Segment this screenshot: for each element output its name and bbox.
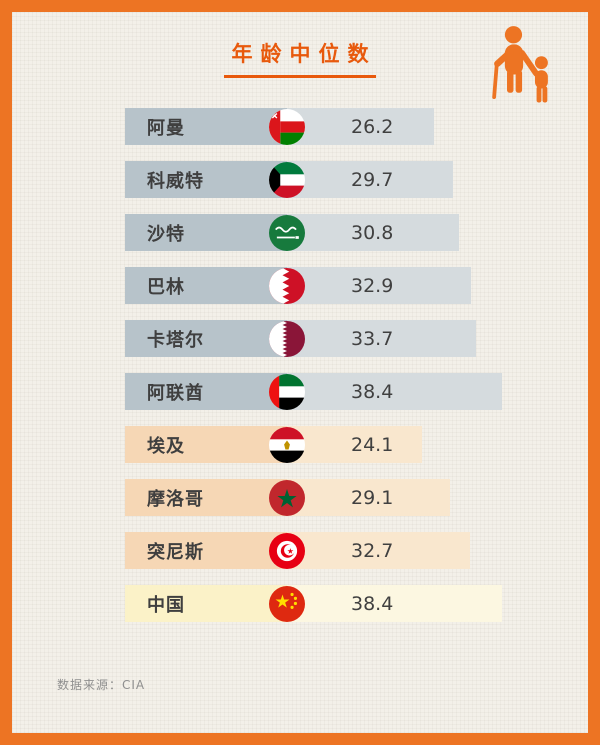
value-bar: 24.1: [287, 426, 422, 463]
value-label: 29.7: [351, 168, 394, 191]
country-name: 阿联酋: [147, 382, 204, 404]
flag-uae-icon: [269, 373, 305, 410]
value-label: 32.7: [351, 539, 394, 562]
elderly-with-child-icon: [482, 24, 560, 110]
chart-row-china: 中国 38.4: [125, 585, 588, 622]
median-age-bar-chart: 阿曼 26.2 科威特: [12, 108, 588, 622]
country-name: 埃及: [147, 435, 185, 457]
flag-china-icon: [269, 585, 305, 622]
flag-saudi-arabia-icon: [269, 214, 305, 251]
value-label: 38.4: [351, 380, 394, 403]
page-title: 年龄中位数: [231, 42, 377, 66]
chart-row-egypt: 埃及 24.1: [125, 426, 588, 463]
flag-oman-icon: [269, 108, 305, 145]
country-label-bar: 埃及: [125, 426, 287, 463]
flag-morocco-icon: [269, 479, 305, 516]
country-label-bar: 摩洛哥: [125, 479, 287, 516]
value-label: 26.2: [351, 115, 394, 138]
value-bar: 32.9: [287, 267, 471, 304]
value-bar: 38.4: [287, 585, 502, 622]
country-name: 沙特: [147, 223, 185, 245]
value-label: 29.1: [351, 486, 394, 509]
chart-row-tunisia: 突尼斯 32.7: [125, 532, 588, 569]
value-bar: 30.8: [287, 214, 459, 251]
country-label-bar: 突尼斯: [125, 532, 287, 569]
country-label-bar: 科威特: [125, 161, 287, 198]
flag-bahrain-icon: [269, 267, 305, 304]
chart-row-uae: 阿联酋 38.4: [125, 373, 588, 410]
chart-row-oman: 阿曼 26.2: [125, 108, 588, 145]
country-label-bar: 卡塔尔: [125, 320, 287, 357]
value-bar: 32.7: [287, 532, 470, 569]
chart-row-morocco: 摩洛哥 29.1: [125, 479, 588, 516]
value-label: 24.1: [351, 433, 394, 456]
country-name: 突尼斯: [147, 541, 204, 563]
value-bar: 29.1: [287, 479, 450, 516]
chart-row-kuwait: 科威特 29.7: [125, 161, 588, 198]
value-bar: 38.4: [287, 373, 502, 410]
country-name: 阿曼: [147, 117, 185, 139]
chart-row-qatar: 卡塔尔 33.7: [125, 320, 588, 357]
chart-row-bahrain: 巴林 32.9: [125, 267, 588, 304]
country-label-bar: 阿曼: [125, 108, 287, 145]
value-label: 33.7: [351, 327, 394, 350]
country-name: 中国: [147, 594, 185, 616]
chart-row-saudi-arabia: 沙特 30.8: [125, 214, 588, 251]
flag-kuwait-icon: [269, 161, 305, 198]
data-source-note: 数据来源：CIA: [57, 678, 146, 692]
value-label: 32.9: [351, 274, 394, 297]
country-name: 卡塔尔: [147, 329, 204, 351]
flag-tunisia-icon: [269, 532, 305, 569]
country-label-bar: 巴林: [125, 267, 287, 304]
country-label-bar: 阿联酋: [125, 373, 287, 410]
country-label-bar: 中国: [125, 585, 287, 622]
value-bar: 26.2: [287, 108, 434, 145]
value-label: 30.8: [351, 221, 394, 244]
country-label-bar: 沙特: [125, 214, 287, 251]
value-bar: 33.7: [287, 320, 476, 357]
value-bar: 29.7: [287, 161, 453, 198]
infographic-canvas: 年龄中位数 阿曼: [12, 12, 588, 733]
flag-egypt-icon: [269, 426, 305, 463]
title-underline: [224, 75, 376, 78]
country-name: 摩洛哥: [147, 488, 204, 510]
flag-qatar-icon: [269, 320, 305, 357]
value-label: 38.4: [351, 592, 394, 615]
country-name: 巴林: [147, 276, 185, 298]
country-name: 科威特: [147, 170, 204, 192]
